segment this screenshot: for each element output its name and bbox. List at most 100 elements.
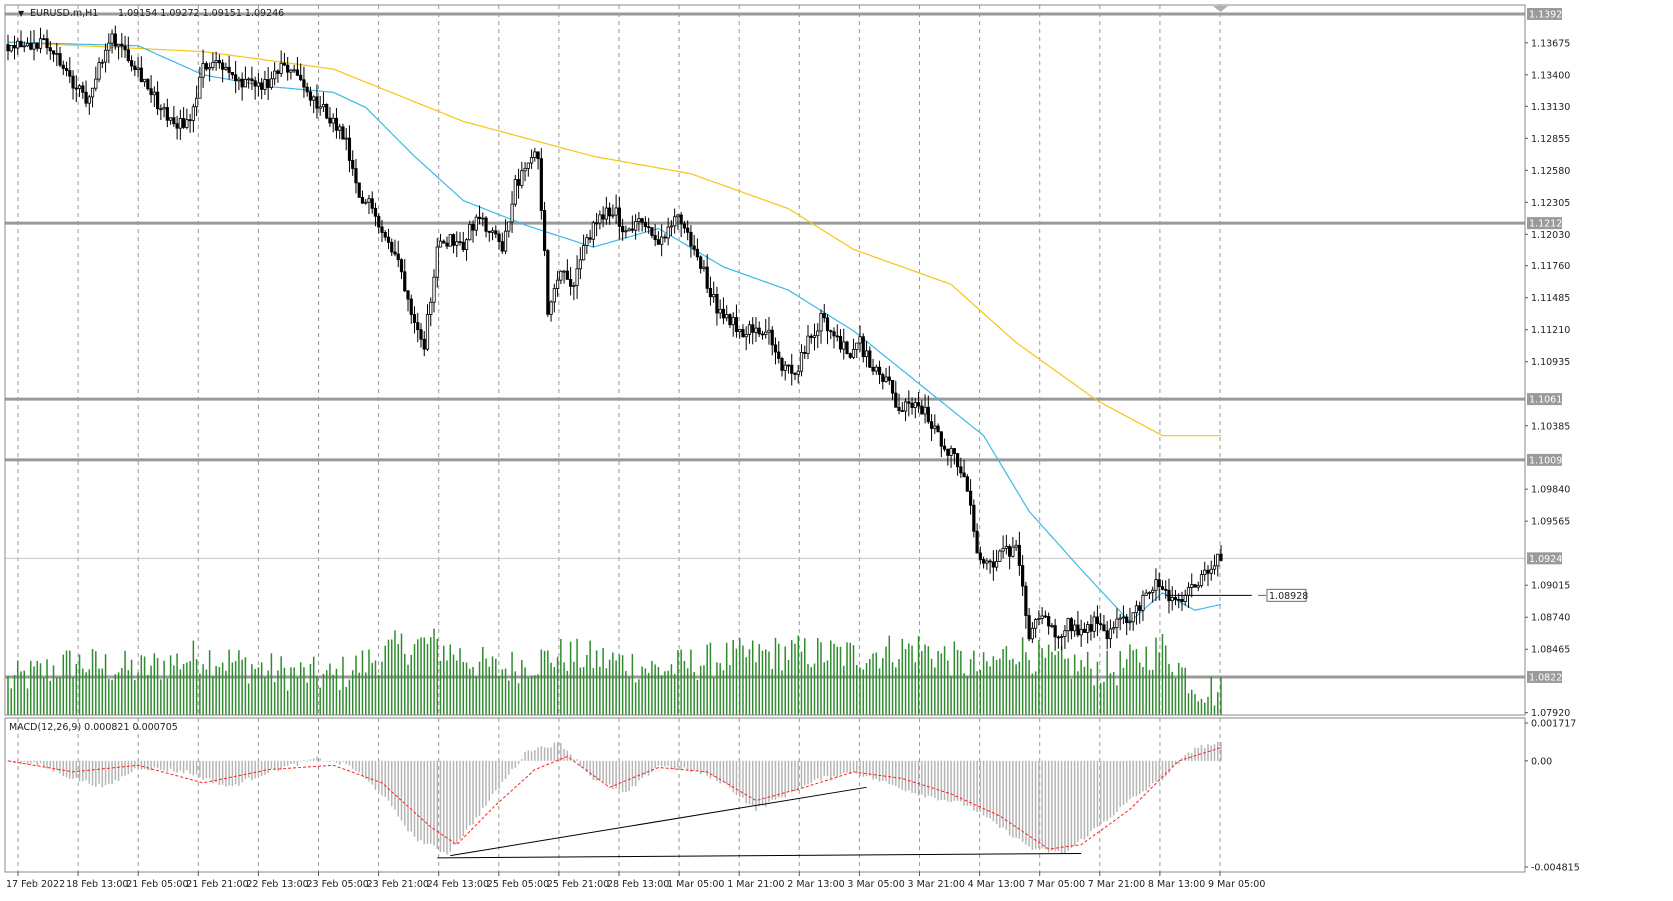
candle-body <box>975 530 979 554</box>
candle-body <box>666 226 670 239</box>
candle-body <box>520 170 524 186</box>
candle-body <box>71 75 75 89</box>
candle-body <box>500 241 504 252</box>
candle-body <box>211 61 215 68</box>
candle-body <box>386 236 391 243</box>
candle-body <box>175 123 179 129</box>
candle-body <box>679 214 683 225</box>
candle-body <box>1112 627 1116 630</box>
candle-body <box>572 285 576 287</box>
candle-body <box>877 366 882 375</box>
macd-axis-label: 0.00 <box>1531 756 1552 767</box>
candle-body <box>269 78 274 88</box>
candle-body <box>578 259 582 270</box>
candle-body <box>699 256 703 269</box>
candle-body <box>1037 618 1041 620</box>
candle-body <box>38 38 43 49</box>
candle-body <box>910 402 914 408</box>
candle-body <box>669 225 674 228</box>
time-axis-label: 21 Feb 21:00 <box>186 879 248 890</box>
candle-body <box>812 335 817 338</box>
candle-body <box>68 70 72 77</box>
candle-body <box>832 331 836 337</box>
candle-body <box>191 106 195 121</box>
candle-body <box>1056 636 1060 639</box>
candle-body <box>1076 624 1080 636</box>
candle-body <box>946 448 950 456</box>
candle-body <box>822 313 826 319</box>
candle-body <box>614 207 618 216</box>
horizontal-levels <box>5 12 1525 679</box>
candle-body <box>568 279 573 287</box>
price-axis-label: 1.07920 <box>1531 708 1570 719</box>
candle-body <box>227 66 231 73</box>
candle-body <box>1177 599 1181 601</box>
candle-body <box>660 236 664 245</box>
candle-body <box>1219 553 1223 561</box>
candle-body <box>328 117 332 124</box>
candle-body <box>344 137 348 140</box>
candle-body <box>120 43 124 47</box>
price-axis-label: 1.10385 <box>1531 421 1570 432</box>
candle-body <box>705 266 709 289</box>
candle-body <box>224 66 228 70</box>
candle-body <box>562 270 566 273</box>
candle-body <box>855 342 859 350</box>
candle-body <box>796 370 800 375</box>
candle-body <box>816 330 820 337</box>
candle-body <box>48 47 52 52</box>
candle-body <box>74 87 78 90</box>
candle-body <box>842 341 846 350</box>
candle-body <box>429 301 433 315</box>
candle-body <box>289 69 293 73</box>
candle-body <box>22 45 26 48</box>
candle-body <box>529 157 534 164</box>
candle-body <box>1206 569 1210 574</box>
candle-body <box>256 82 261 87</box>
macd-trendline <box>450 786 867 857</box>
candle-body <box>637 218 641 222</box>
candle-body <box>312 96 316 101</box>
candle-body <box>780 358 784 371</box>
candle-body <box>786 364 791 367</box>
time-axis-label: 9 Mar 05:00 <box>1208 879 1265 890</box>
candle-body <box>204 63 208 70</box>
time-axis-label: 28 Feb 13:00 <box>607 879 669 890</box>
candle-body <box>253 80 257 87</box>
candle-body <box>653 235 657 241</box>
candle-body <box>308 91 313 101</box>
candle-body <box>445 242 449 247</box>
candle-body <box>702 266 706 269</box>
candle-body <box>575 268 579 286</box>
candle-body <box>1212 565 1217 570</box>
candle-body <box>630 228 634 231</box>
time-axis-label: 25 Feb 05:00 <box>487 879 549 890</box>
level-price-label: 1.08227 <box>1529 672 1568 683</box>
candle-body <box>243 78 247 88</box>
moving-averages <box>7 41 1222 623</box>
candle-body <box>874 366 878 372</box>
candle-body <box>302 79 306 88</box>
candle-body <box>364 201 368 204</box>
price-axis-label: 1.09565 <box>1531 517 1570 528</box>
candle-body <box>1186 587 1191 596</box>
candle-body <box>61 64 65 69</box>
time-axis-label: 3 Mar 05:00 <box>847 879 904 890</box>
candle-body <box>146 78 150 90</box>
candle-body <box>29 42 33 50</box>
candle-body <box>894 392 898 408</box>
candle-body <box>64 68 69 71</box>
candle-body <box>165 107 169 121</box>
symbol-label: EURUSD.m,H1 <box>30 8 98 19</box>
price-axis-label: 1.09840 <box>1531 485 1570 496</box>
symbol-dropdown-icon[interactable]: ▼ <box>18 9 25 18</box>
price-axis-label: 1.13130 <box>1531 102 1570 113</box>
candle-body <box>1024 585 1028 616</box>
candle-body <box>1001 547 1005 552</box>
candle-body <box>926 406 930 423</box>
candle-body <box>858 336 862 344</box>
time-axis-label: 4 Mar 13:00 <box>968 879 1025 890</box>
chart-shift-marker-icon[interactable] <box>1213 6 1228 12</box>
macd-axis-label: -0.004815 <box>1531 863 1580 874</box>
